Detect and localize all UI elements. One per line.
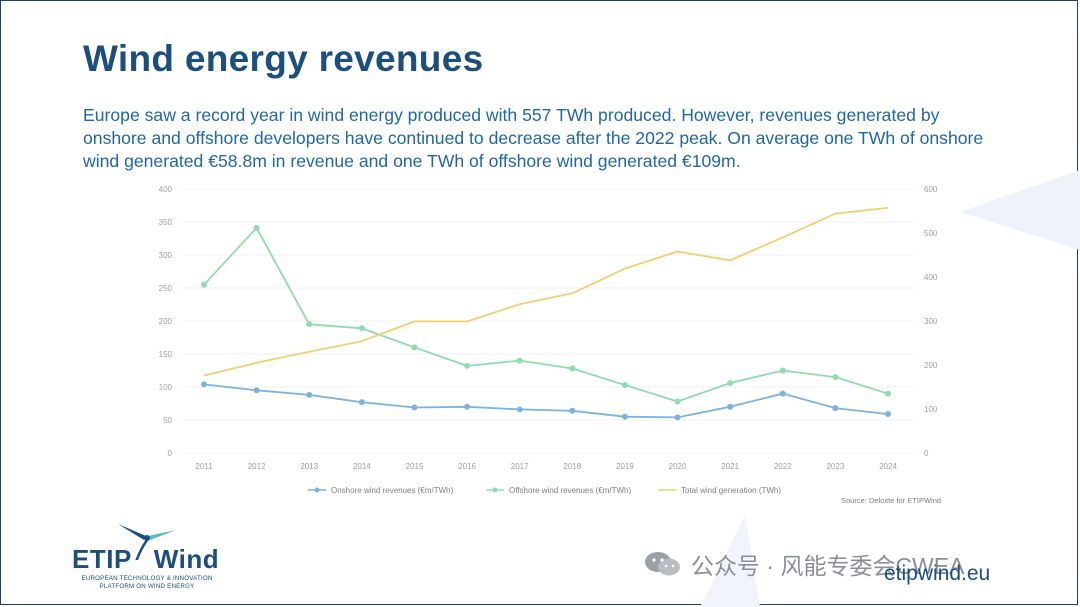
x-tick-label: 2014	[353, 462, 371, 471]
logo-subtitle-line2: PLATFORM ON WIND ENERGY	[99, 583, 195, 590]
onshore-data-point	[411, 404, 418, 411]
y-right-tick-label: 600	[924, 185, 938, 194]
x-axis: 2011 2012 2013 2014 2015 2016 2017 2018 2019 2020…	[195, 462, 897, 471]
y-left-tick-label: 250	[159, 284, 173, 293]
total-generation-legend-label: Total wind generation (TWh)	[681, 486, 781, 495]
offshore-data-point	[464, 362, 471, 369]
chart-series	[201, 207, 891, 421]
offshore-data-point	[411, 344, 418, 351]
website-link[interactable]: etipwind.eu	[884, 562, 991, 585]
onshore-data-point	[621, 413, 628, 420]
y-axis-right: 0 100 200 300 400 500 600	[924, 185, 938, 458]
y-left-tick-label: 200	[159, 317, 173, 326]
x-tick-label: 2019	[616, 462, 634, 471]
y-left-tick-label: 100	[159, 383, 173, 392]
offshore-data-point	[674, 398, 681, 405]
onshore-data-point	[885, 411, 891, 418]
y-right-tick-label: 100	[924, 405, 938, 414]
x-tick-label: 2024	[879, 462, 897, 471]
y-left-tick-label: 150	[159, 350, 173, 359]
x-tick-label: 2013	[300, 462, 318, 471]
offshore-data-point	[621, 382, 628, 389]
x-tick-label: 2016	[458, 462, 476, 471]
onshore-data-point	[358, 399, 365, 406]
x-tick-label: 2020	[669, 462, 687, 471]
y-right-tick-label: 0	[924, 449, 929, 458]
slide-title: Wind energy revenues	[83, 38, 484, 79]
onshore-legend-marker	[314, 487, 320, 493]
onshore-data-point	[832, 405, 839, 412]
offshore-legend-marker	[492, 487, 498, 493]
logo-subtitle: EUROPEAN TECHNOLOGY & INNOVATION PLATFOR…	[72, 575, 222, 591]
x-tick-label: 2012	[248, 462, 266, 471]
y-left-tick-label: 400	[159, 185, 173, 194]
x-tick-label: 2015	[406, 462, 424, 471]
x-tick-label: 2021	[721, 462, 739, 471]
y-left-tick-label: 350	[159, 218, 173, 227]
y-left-tick-label: 300	[159, 251, 173, 260]
onshore-legend-label: Onshore wind revenues (€m/TWh)	[331, 486, 454, 495]
logo-word-left: ETIP	[72, 544, 132, 574]
y-axis-left: 0 50 100 150 200 250 300 350 400	[159, 185, 173, 458]
chart-source: Source: Deloitte for ETIPWind	[841, 496, 942, 505]
onshore-data-point	[674, 414, 681, 421]
x-tick-label: 2011	[195, 462, 213, 471]
onshore-data-point	[779, 390, 786, 397]
total-generation-series-line	[203, 207, 889, 377]
onshore-data-point	[727, 403, 734, 410]
offshore-series-line	[203, 226, 889, 403]
offshore-legend-label: Offshore wind revenues (€m/TWh)	[509, 486, 631, 495]
chart-legend: Onshore wind revenues (€m/TWh) Offshore w…	[308, 486, 781, 495]
slide-subtitle: Europe saw a record year in wind energy …	[83, 105, 984, 171]
logo-subtitle-line1: EUROPEAN TECHNOLOGY & INNOVATION	[81, 575, 213, 582]
y-left-tick-label: 0	[168, 449, 173, 458]
offshore-data-point	[885, 390, 891, 397]
y-right-tick-label: 200	[924, 361, 938, 370]
onshore-series-line	[203, 383, 889, 419]
y-right-tick-label: 300	[924, 317, 938, 326]
x-tick-label: 2018	[563, 462, 581, 471]
offshore-data-point	[358, 325, 365, 332]
offshore-data-point	[779, 367, 786, 374]
y-right-tick-label: 400	[924, 273, 938, 282]
onshore-data-point	[464, 403, 471, 410]
y-right-tick-label: 500	[924, 229, 938, 238]
etipwind-logo: ETIP Wind EUROPEAN TECHNOLOGY & INNOVATIO…	[72, 520, 232, 595]
offshore-data-point	[569, 365, 576, 372]
onshore-data-point	[201, 381, 207, 388]
x-tick-label: 2023	[826, 462, 844, 471]
watermark-text: 公众号 · 风能专委会CWEA	[691, 553, 965, 579]
wechat-watermark: 公众号 · 风能专委会CWEA	[643, 547, 964, 581]
chart-gridlines	[182, 188, 914, 454]
wechat-icon	[645, 552, 680, 576]
onshore-data-point	[569, 407, 576, 414]
x-tick-label: 2022	[774, 462, 792, 471]
logo-word-right: Wind	[153, 544, 220, 574]
x-tick-label: 2017	[511, 462, 529, 471]
turbine-icon	[118, 524, 176, 560]
onshore-data-point	[253, 387, 260, 394]
offshore-data-point	[727, 380, 734, 387]
y-left-tick-label: 50	[163, 416, 172, 425]
offshore-data-point	[253, 224, 260, 231]
onshore-data-point	[306, 391, 313, 398]
offshore-data-point	[516, 357, 523, 364]
logo-wordmark: ETIP Wind	[72, 544, 219, 575]
offshore-data-point	[832, 374, 839, 381]
offshore-data-point	[201, 281, 207, 288]
onshore-data-point	[516, 406, 523, 413]
offshore-data-point	[306, 321, 313, 328]
